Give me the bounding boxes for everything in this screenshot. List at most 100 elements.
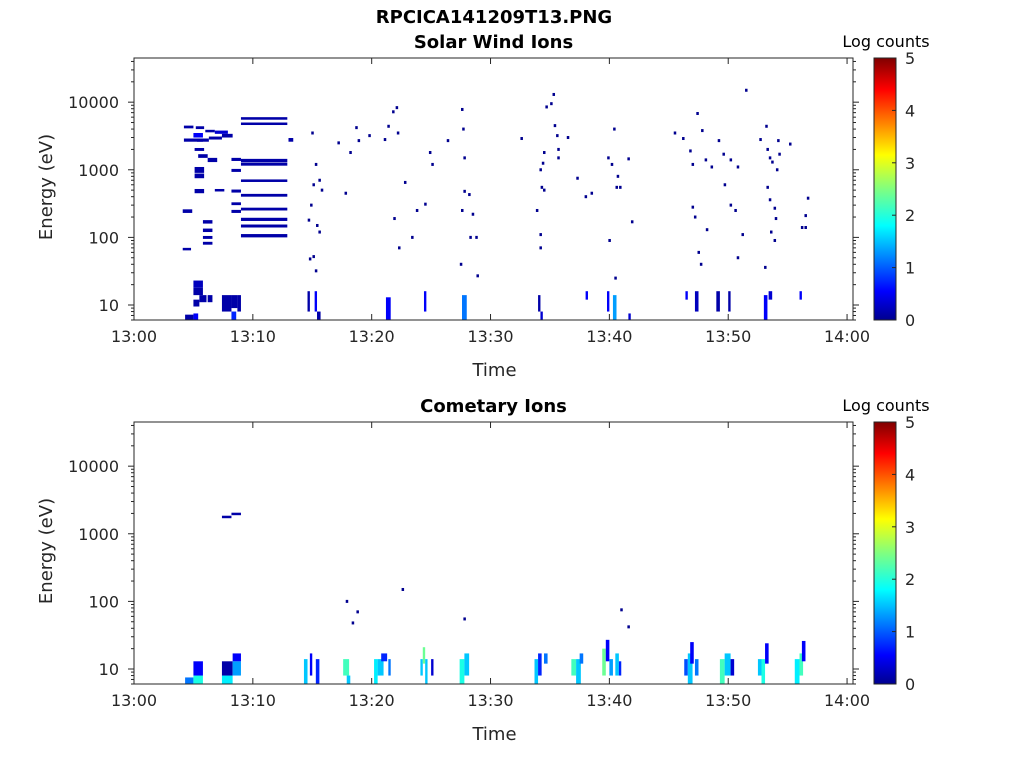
- data-point: [768, 198, 772, 202]
- data-cell: [763, 295, 768, 320]
- data-cell: [194, 166, 205, 173]
- data-cell: [231, 209, 241, 213]
- data-point: [614, 276, 617, 280]
- data-point: [734, 208, 737, 212]
- data-point: [539, 233, 542, 237]
- data-cell: [317, 311, 321, 320]
- x-axis-label: Time: [471, 724, 516, 745]
- data-cell: [231, 295, 238, 309]
- data-point: [318, 178, 321, 182]
- colorbar-label: Log counts: [842, 396, 929, 415]
- colorbar-tick-label: 1: [905, 623, 915, 642]
- data-cell: [346, 675, 351, 684]
- x-tick-label: 13:40: [586, 691, 632, 710]
- data-cell: [185, 677, 194, 684]
- data-cell: [231, 157, 241, 161]
- data-point: [461, 208, 464, 212]
- data-point: [314, 162, 318, 166]
- data-cell: [730, 659, 735, 676]
- data-point: [766, 147, 769, 151]
- data-point: [356, 610, 359, 614]
- data-point: [771, 160, 774, 164]
- data-point: [741, 233, 744, 237]
- data-point: [310, 203, 313, 207]
- data-point: [539, 168, 542, 172]
- data-point: [383, 138, 387, 142]
- data-cell: [420, 659, 423, 676]
- data-cell: [288, 138, 294, 142]
- x-tick-label: 13:00: [111, 327, 157, 346]
- data-cell: [307, 291, 310, 312]
- data-cell: [199, 295, 207, 303]
- x-tick-label: 13:20: [349, 691, 395, 710]
- data-cell: [231, 512, 241, 516]
- data-point: [607, 156, 610, 160]
- data-point: [630, 220, 634, 224]
- data-cell: [464, 653, 470, 676]
- data-point: [777, 139, 780, 143]
- data-cell: [240, 117, 288, 120]
- data-cell: [381, 653, 388, 662]
- data-cell: [423, 291, 427, 312]
- data-point: [764, 265, 767, 269]
- data-cell: [628, 313, 631, 320]
- data-cell: [202, 220, 213, 224]
- data-point: [759, 138, 762, 142]
- data-point: [540, 185, 544, 189]
- data-cell: [231, 189, 241, 193]
- data-cell: [240, 193, 288, 197]
- data-cell: [309, 653, 313, 676]
- colorbar-tick-label: 4: [905, 465, 915, 484]
- data-cell: [799, 291, 802, 300]
- colorbar-label: Log counts: [842, 32, 929, 51]
- data-point: [345, 599, 349, 603]
- data-cell: [694, 659, 699, 676]
- data-point: [320, 188, 324, 192]
- data-cell: [221, 675, 233, 684]
- y-axis-label: Energy (eV): [36, 498, 57, 604]
- data-cell: [193, 287, 203, 296]
- data-point: [673, 131, 677, 135]
- data-cell: [240, 122, 288, 126]
- data-point: [314, 269, 318, 273]
- data-cell: [240, 162, 288, 166]
- data-cell: [606, 291, 610, 312]
- y-tick-label: 100: [88, 228, 119, 247]
- colorbar-tick-label: 2: [905, 206, 915, 225]
- data-point: [550, 102, 553, 106]
- data-cell: [431, 659, 434, 676]
- x-tick-label: 13:30: [467, 691, 513, 710]
- data-cell: [182, 247, 192, 251]
- data-point: [619, 185, 622, 189]
- data-point: [717, 139, 721, 143]
- data-point: [355, 126, 358, 130]
- colorbar-tick-label: 5: [905, 49, 915, 68]
- data-point: [539, 246, 542, 250]
- data-point: [344, 191, 348, 195]
- data-cell: [314, 291, 318, 312]
- data-cell: [585, 291, 588, 300]
- data-point: [576, 176, 579, 180]
- colorbar-frame: [873, 421, 897, 685]
- data-point: [806, 196, 810, 200]
- data-point: [349, 151, 352, 155]
- colorbar-tick-label: 0: [905, 675, 915, 694]
- data-cell: [195, 126, 205, 130]
- data-point: [557, 147, 560, 151]
- data-cell: [761, 659, 766, 684]
- data-point: [682, 137, 685, 141]
- data-cell: [343, 659, 350, 676]
- data-cell: [240, 234, 288, 238]
- data-point: [610, 162, 614, 166]
- data-cell: [462, 295, 467, 320]
- y-tick-label: 10: [99, 660, 119, 679]
- colorbar-tick-label: 2: [905, 570, 915, 589]
- data-point: [608, 238, 611, 242]
- data-cell: [221, 295, 232, 312]
- x-tick-label: 13:00: [111, 691, 157, 710]
- data-cell: [194, 147, 205, 151]
- data-cell: [231, 202, 241, 206]
- data-point: [471, 212, 475, 216]
- data-point: [463, 617, 466, 621]
